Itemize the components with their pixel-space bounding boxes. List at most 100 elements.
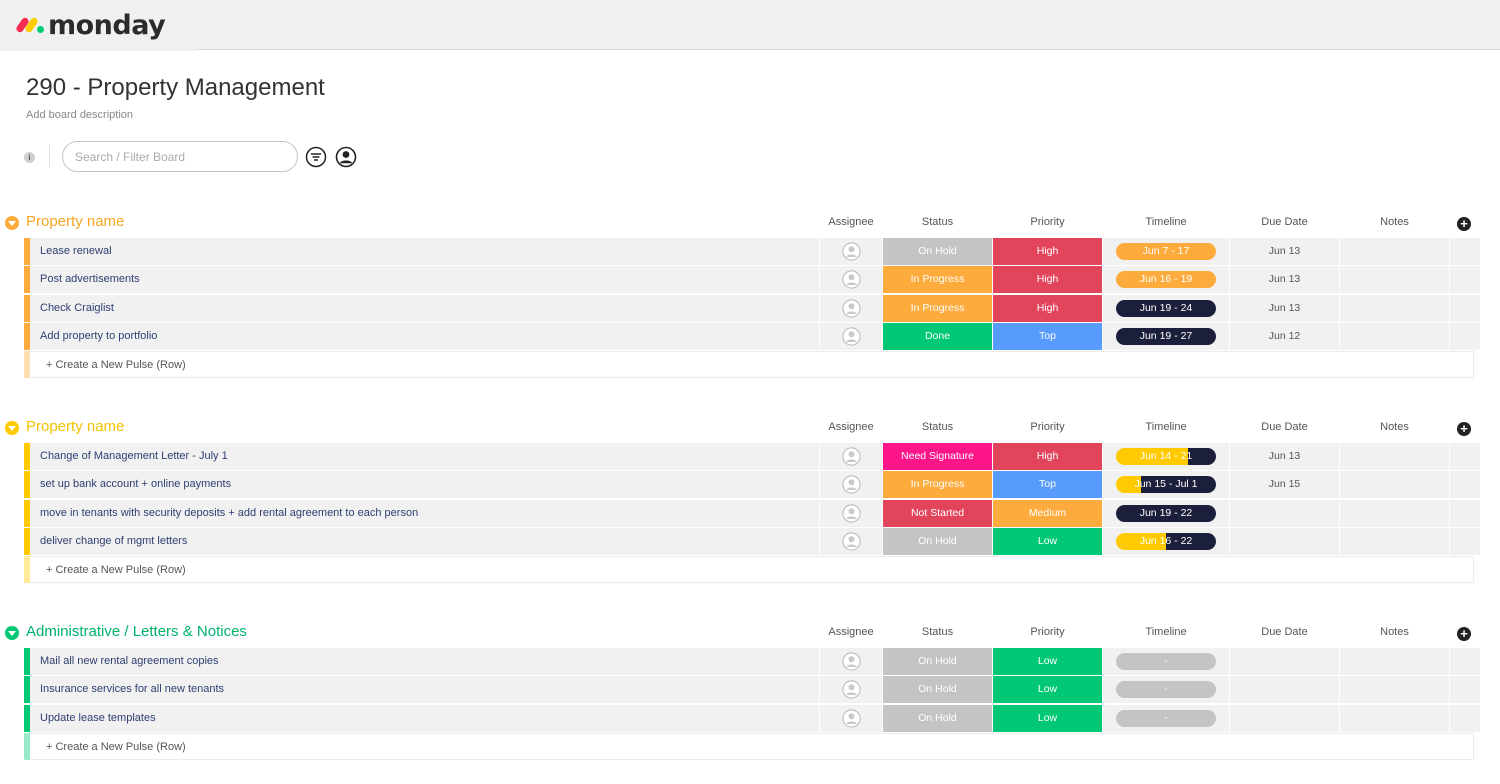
due-date-cell[interactable]: [1230, 676, 1339, 704]
monday-logo[interactable]: monday: [15, 8, 166, 42]
priority-cell[interactable]: High: [993, 294, 1102, 322]
status-cell[interactable]: In Progress: [883, 266, 992, 294]
notes-cell[interactable]: [1340, 266, 1449, 294]
avatar-placeholder-icon[interactable]: [842, 327, 861, 346]
priority-cell[interactable]: High: [993, 266, 1102, 294]
table-row[interactable]: Insurance services for all new tenants On…: [0, 676, 1500, 704]
notes-cell[interactable]: [1340, 238, 1449, 265]
timeline-pill[interactable]: Jun 14 - 21: [1116, 448, 1216, 465]
timeline-pill[interactable]: -: [1116, 653, 1216, 670]
priority-cell[interactable]: Low: [993, 704, 1102, 732]
table-row[interactable]: Check Craiglist In Progress High Jun 19 - 2…: [0, 294, 1500, 323]
board-description[interactable]: Add board description: [26, 109, 134, 121]
due-date-cell[interactable]: Jun 13: [1230, 266, 1339, 294]
person-filter-icon[interactable]: [335, 146, 357, 168]
avatar-placeholder-icon[interactable]: [842, 242, 861, 261]
table-row[interactable]: Mail all new rental agreement copies On H…: [0, 648, 1500, 676]
board-title[interactable]: 290 - Property Management: [26, 74, 325, 101]
notes-cell[interactable]: [1340, 648, 1449, 675]
group-collapse-icon[interactable]: [5, 626, 19, 640]
due-date-cell[interactable]: [1230, 648, 1339, 675]
notes-cell[interactable]: [1340, 499, 1449, 527]
due-date-cell[interactable]: Jun 13: [1230, 443, 1339, 470]
column-header-priority[interactable]: Priority: [1030, 216, 1065, 228]
timeline-pill[interactable]: Jun 19 - 22: [1116, 504, 1216, 522]
status-cell[interactable]: Not Started: [883, 499, 992, 527]
create-pulse-row[interactable]: + Create a New Pulse (Row): [0, 351, 1500, 379]
priority-cell[interactable]: Low: [993, 527, 1102, 555]
table-row[interactable]: Add property to portfolio Done Top Jun 19 -…: [0, 322, 1500, 351]
column-header-status[interactable]: Status: [921, 421, 954, 433]
status-cell[interactable]: Done: [883, 322, 992, 350]
assignee-cell[interactable]: [820, 704, 882, 732]
table-row[interactable]: set up bank account + online payments In …: [0, 471, 1500, 499]
column-header-notes[interactable]: Notes: [1380, 216, 1409, 228]
status-cell[interactable]: In Progress: [883, 471, 992, 499]
group-collapse-icon[interactable]: [5, 216, 19, 230]
column-header-priority[interactable]: Priority: [1030, 626, 1065, 638]
pulse-name[interactable]: Change of Management Letter - July 1: [30, 443, 819, 470]
status-cell[interactable]: In Progress: [883, 294, 992, 322]
priority-cell[interactable]: Top: [993, 471, 1102, 499]
column-header-assignee[interactable]: Assignee: [828, 216, 874, 228]
notes-cell[interactable]: [1340, 294, 1449, 322]
filter-icon[interactable]: [305, 146, 327, 168]
assignee-cell[interactable]: [820, 322, 882, 350]
priority-cell[interactable]: Low: [993, 676, 1102, 704]
add-column-icon[interactable]: +: [1457, 422, 1471, 436]
create-pulse-button[interactable]: + Create a New Pulse (Row): [30, 556, 1474, 584]
table-row[interactable]: Post advertisements In Progress High Jun 16…: [0, 266, 1500, 294]
column-header-notes[interactable]: Notes: [1380, 626, 1409, 638]
timeline-pill[interactable]: Jun 15 - Jul 1: [1116, 476, 1216, 494]
column-header-assignee[interactable]: Assignee: [828, 421, 874, 433]
assignee-cell[interactable]: [820, 294, 882, 322]
timeline-pill[interactable]: -: [1116, 709, 1216, 727]
assignee-cell[interactable]: [820, 648, 882, 675]
column-header-timeline[interactable]: Timeline: [1145, 421, 1187, 433]
timeline-pill[interactable]: Jun 16 - 22: [1116, 532, 1216, 550]
pulse-name[interactable]: Mail all new rental agreement copies: [30, 648, 819, 675]
table-row[interactable]: Lease renewal On Hold High Jun 7 - 17 Jun 13: [0, 238, 1500, 266]
timeline-pill[interactable]: -: [1116, 681, 1216, 699]
status-cell[interactable]: On Hold: [883, 648, 992, 675]
pulse-name[interactable]: deliver change of mgmt letters: [30, 527, 819, 555]
pulse-name[interactable]: Check Craiglist: [30, 294, 819, 322]
status-cell[interactable]: On Hold: [883, 527, 992, 555]
table-row[interactable]: deliver change of mgmt letters On Hold Low…: [0, 527, 1500, 556]
group-collapse-icon[interactable]: [5, 421, 19, 435]
group-title[interactable]: Property name: [26, 418, 125, 435]
add-column-icon[interactable]: +: [1457, 217, 1471, 231]
timeline-cell[interactable]: -: [1103, 704, 1229, 732]
timeline-pill[interactable]: Jun 19 - 27: [1116, 327, 1216, 345]
notes-cell[interactable]: [1340, 704, 1449, 732]
priority-cell[interactable]: High: [993, 443, 1102, 470]
pulse-name[interactable]: Post advertisements: [30, 266, 819, 294]
avatar-placeholder-icon[interactable]: [842, 532, 861, 551]
column-header-due[interactable]: Due Date: [1261, 626, 1308, 638]
pulse-name[interactable]: set up bank account + online payments: [30, 471, 819, 499]
assignee-cell[interactable]: [820, 676, 882, 704]
create-pulse-button[interactable]: + Create a New Pulse (Row): [30, 351, 1474, 379]
notes-cell[interactable]: [1340, 676, 1449, 704]
assignee-cell[interactable]: [820, 471, 882, 499]
status-cell[interactable]: On Hold: [883, 676, 992, 704]
notes-cell[interactable]: [1340, 527, 1449, 555]
notes-cell[interactable]: [1340, 443, 1449, 470]
column-header-status[interactable]: Status: [921, 216, 954, 228]
timeline-cell[interactable]: Jun 19 - 22: [1103, 499, 1229, 527]
due-date-cell[interactable]: Jun 12: [1230, 322, 1339, 350]
timeline-pill[interactable]: Jun 16 - 19: [1116, 271, 1216, 289]
notes-cell[interactable]: [1340, 471, 1449, 499]
table-row[interactable]: Change of Management Letter - July 1 Need…: [0, 443, 1500, 471]
timeline-cell[interactable]: Jun 15 - Jul 1: [1103, 471, 1229, 499]
status-cell[interactable]: On Hold: [883, 704, 992, 732]
column-header-status[interactable]: Status: [921, 626, 954, 638]
timeline-cell[interactable]: Jun 19 - 27: [1103, 322, 1229, 350]
column-header-due[interactable]: Due Date: [1261, 421, 1308, 433]
avatar-placeholder-icon[interactable]: [842, 652, 861, 671]
table-row[interactable]: Update lease templates On Hold Low -: [0, 704, 1500, 733]
column-header-timeline[interactable]: Timeline: [1145, 216, 1187, 228]
notes-cell[interactable]: [1340, 322, 1449, 350]
avatar-placeholder-icon[interactable]: [842, 475, 861, 494]
group-title[interactable]: Administrative / Letters & Notices: [26, 623, 247, 640]
